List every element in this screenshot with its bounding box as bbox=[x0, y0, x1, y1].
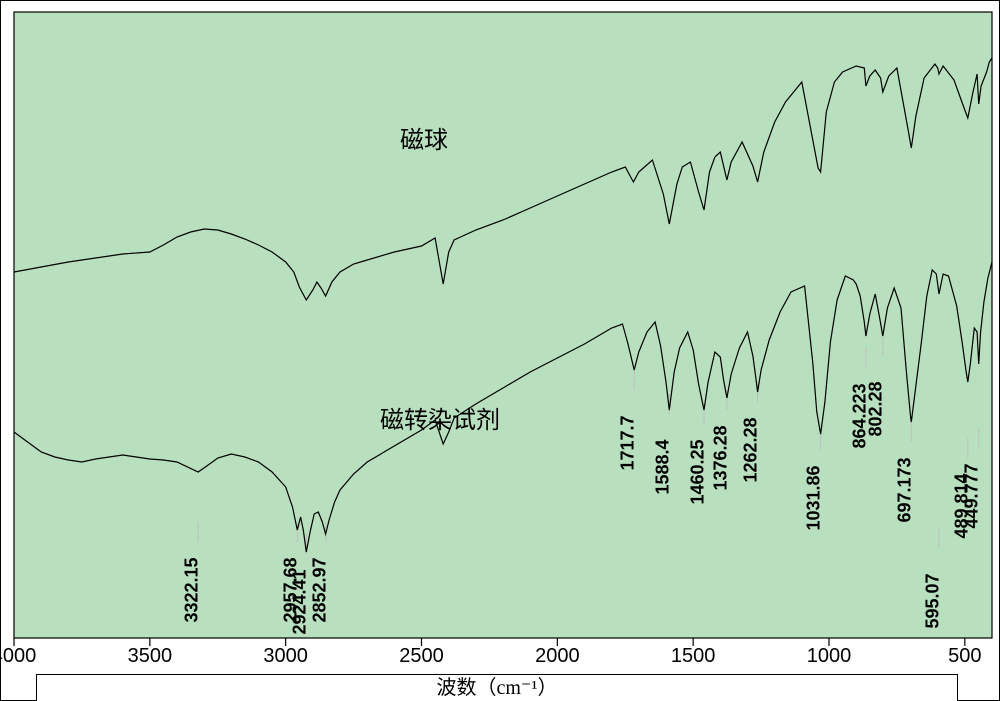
svg-text:3500: 3500 bbox=[128, 645, 173, 667]
svg-text:4000: 4000 bbox=[0, 645, 36, 667]
svg-text:3000: 3000 bbox=[263, 645, 308, 667]
svg-text:1500: 1500 bbox=[671, 645, 716, 667]
series-label-magnetic-bead: 磁球 bbox=[400, 120, 448, 155]
x-axis-label-strip: 波数（cm⁻¹） bbox=[36, 674, 958, 701]
series-label-magnetic-transfection-reagent: 磁转染试剂 bbox=[380, 400, 500, 435]
svg-text:2000: 2000 bbox=[535, 645, 580, 667]
ir-spectrum-chart: 4000 3500 3000 2500 2000 1500 1000 500 磁球磁转染试剂 3… bbox=[0, 0, 1000, 701]
svg-text:1000: 1000 bbox=[807, 645, 852, 667]
svg-text:2500: 2500 bbox=[399, 645, 444, 667]
svg-text:500: 500 bbox=[948, 645, 981, 667]
chart-svg: 4000 3500 3000 2500 2000 1500 1000 500 bbox=[0, 0, 1000, 701]
x-axis-label: 波数（cm⁻¹） bbox=[437, 677, 558, 699]
